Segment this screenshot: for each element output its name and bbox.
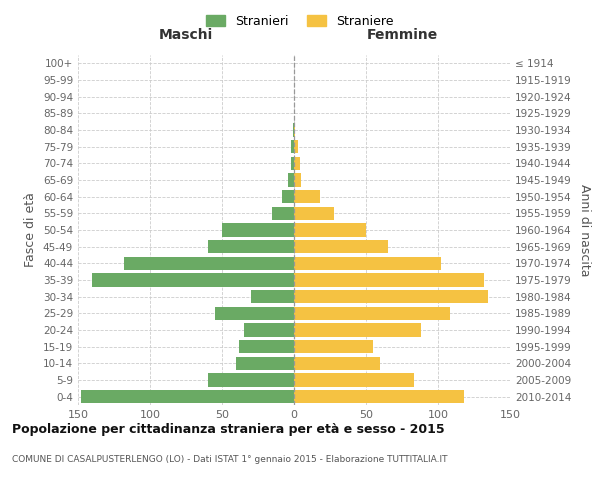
Bar bbox=[294, 156, 300, 170]
Bar bbox=[294, 240, 388, 254]
Text: COMUNE DI CASALPUSTERLENGO (LO) - Dati ISTAT 1° gennaio 2015 - Elaborazione TUTT: COMUNE DI CASALPUSTERLENGO (LO) - Dati I… bbox=[12, 455, 448, 464]
Bar bbox=[92, 274, 294, 286]
Legend: Stranieri, Straniere: Stranieri, Straniere bbox=[203, 11, 397, 32]
Bar bbox=[294, 290, 488, 304]
Bar bbox=[293, 124, 294, 136]
Bar bbox=[208, 374, 294, 386]
Bar bbox=[294, 274, 484, 286]
Bar bbox=[244, 324, 294, 336]
Bar bbox=[294, 390, 464, 404]
Bar bbox=[294, 224, 366, 236]
Y-axis label: Anni di nascita: Anni di nascita bbox=[578, 184, 591, 276]
Bar bbox=[236, 356, 294, 370]
Bar bbox=[124, 256, 294, 270]
Text: Popolazione per cittadinanza straniera per età e sesso - 2015: Popolazione per cittadinanza straniera p… bbox=[12, 422, 445, 436]
Bar bbox=[294, 174, 301, 186]
Y-axis label: Fasce di età: Fasce di età bbox=[25, 192, 37, 268]
Bar bbox=[294, 306, 449, 320]
Bar bbox=[81, 390, 294, 404]
Bar bbox=[294, 374, 413, 386]
Bar bbox=[208, 240, 294, 254]
Bar bbox=[294, 356, 380, 370]
Bar bbox=[239, 340, 294, 353]
Bar bbox=[272, 206, 294, 220]
Bar bbox=[294, 190, 320, 203]
Bar bbox=[294, 124, 295, 136]
Bar bbox=[283, 190, 294, 203]
Bar bbox=[294, 340, 373, 353]
Bar bbox=[294, 140, 298, 153]
Text: Femmine: Femmine bbox=[367, 28, 437, 42]
Text: Maschi: Maschi bbox=[159, 28, 213, 42]
Bar bbox=[294, 324, 421, 336]
Bar bbox=[251, 290, 294, 304]
Bar bbox=[291, 140, 294, 153]
Bar bbox=[288, 174, 294, 186]
Bar bbox=[294, 206, 334, 220]
Bar bbox=[294, 256, 441, 270]
Bar bbox=[291, 156, 294, 170]
Bar bbox=[222, 224, 294, 236]
Bar bbox=[215, 306, 294, 320]
